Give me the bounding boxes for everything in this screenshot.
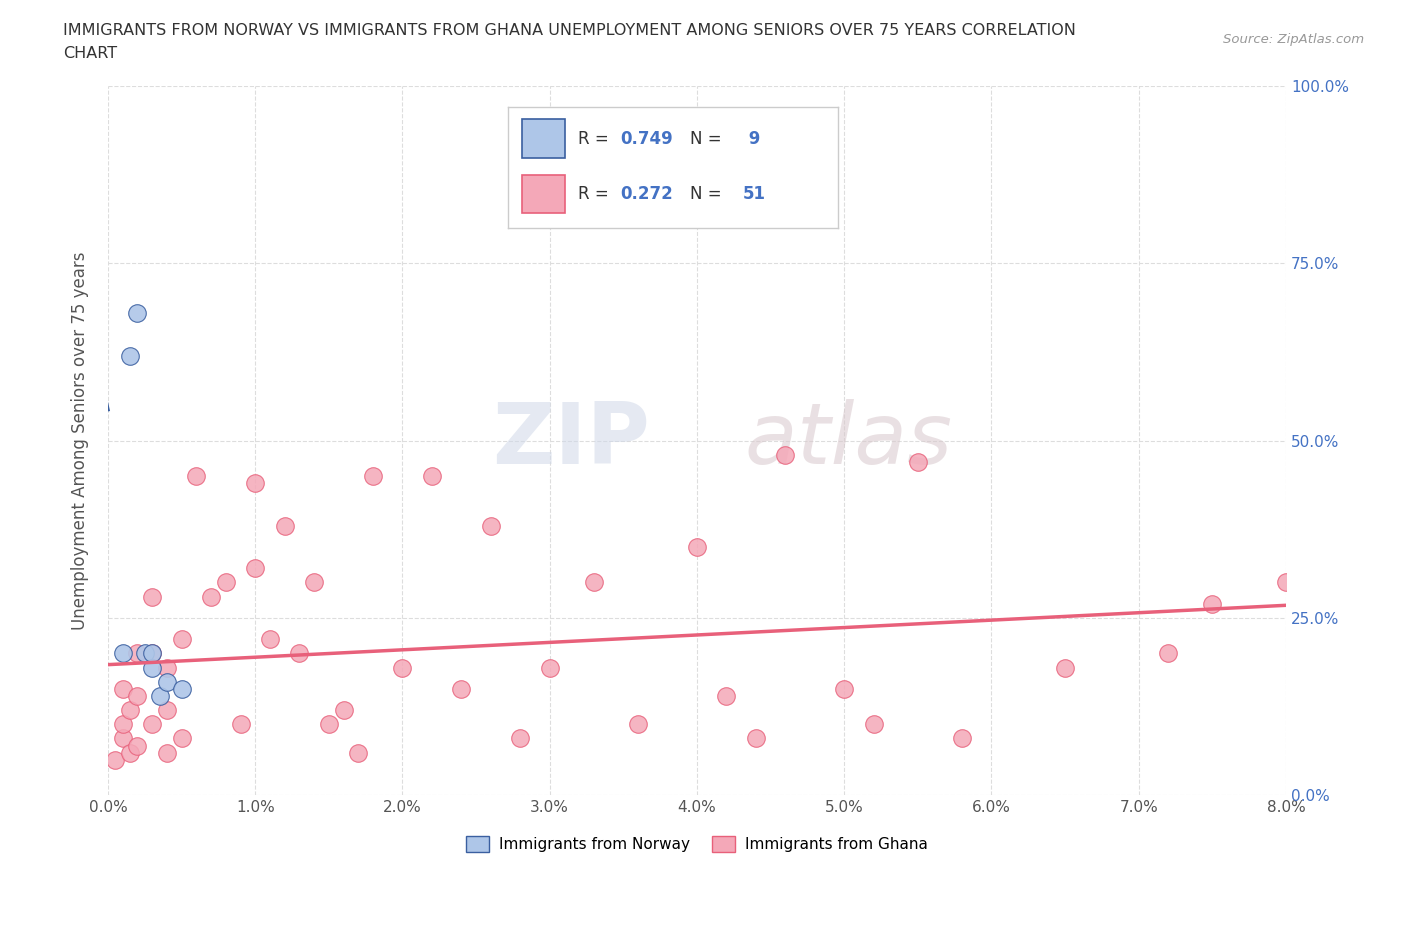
Point bbox=[245, 561, 267, 576]
Point bbox=[862, 717, 884, 732]
Point bbox=[215, 575, 238, 590]
Point bbox=[156, 703, 179, 718]
Point bbox=[1201, 596, 1223, 611]
Y-axis label: Unemployment Among Seniors over 75 years: Unemployment Among Seniors over 75 years bbox=[72, 251, 89, 630]
Point bbox=[273, 518, 295, 533]
Point bbox=[302, 575, 325, 590]
Text: CHART: CHART bbox=[63, 46, 117, 61]
Point bbox=[627, 717, 650, 732]
Point bbox=[127, 738, 149, 753]
Point bbox=[170, 631, 193, 646]
Point bbox=[775, 447, 797, 462]
Point bbox=[950, 731, 973, 746]
Point bbox=[538, 660, 561, 675]
Legend: Immigrants from Norway, Immigrants from Ghana: Immigrants from Norway, Immigrants from … bbox=[460, 830, 934, 858]
Point bbox=[229, 717, 252, 732]
Point bbox=[111, 682, 134, 697]
Point bbox=[288, 646, 311, 661]
Point bbox=[148, 688, 170, 703]
Text: atlas: atlas bbox=[744, 399, 952, 482]
Point bbox=[141, 646, 163, 661]
Point bbox=[1275, 575, 1298, 590]
Point bbox=[1054, 660, 1077, 675]
Text: ZIP: ZIP bbox=[492, 399, 650, 482]
Point bbox=[391, 660, 413, 675]
Point bbox=[186, 469, 208, 484]
Point bbox=[420, 469, 443, 484]
Point bbox=[907, 455, 929, 470]
Point bbox=[141, 660, 163, 675]
Point bbox=[318, 717, 340, 732]
Point bbox=[156, 745, 179, 760]
Point bbox=[245, 476, 267, 491]
Point bbox=[832, 682, 855, 697]
Point bbox=[127, 688, 149, 703]
Point bbox=[332, 703, 354, 718]
Point bbox=[120, 745, 142, 760]
Point bbox=[141, 590, 163, 604]
Point bbox=[686, 539, 709, 554]
Point bbox=[170, 682, 193, 697]
Point bbox=[111, 646, 134, 661]
Point bbox=[450, 682, 472, 697]
Point bbox=[259, 631, 281, 646]
Point bbox=[200, 590, 222, 604]
Point bbox=[170, 731, 193, 746]
Point bbox=[156, 674, 179, 689]
Point bbox=[716, 688, 738, 703]
Text: IMMIGRANTS FROM NORWAY VS IMMIGRANTS FROM GHANA UNEMPLOYMENT AMONG SENIORS OVER : IMMIGRANTS FROM NORWAY VS IMMIGRANTS FRO… bbox=[63, 23, 1076, 38]
Point bbox=[127, 646, 149, 661]
Point bbox=[120, 703, 142, 718]
Point bbox=[745, 731, 768, 746]
Point bbox=[509, 731, 531, 746]
Point bbox=[141, 646, 163, 661]
Point bbox=[1157, 646, 1180, 661]
Point bbox=[582, 575, 605, 590]
Point bbox=[156, 660, 179, 675]
Text: Source: ZipAtlas.com: Source: ZipAtlas.com bbox=[1223, 33, 1364, 46]
Point bbox=[120, 348, 142, 363]
Point bbox=[111, 717, 134, 732]
Point bbox=[347, 745, 370, 760]
Point bbox=[111, 731, 134, 746]
Point bbox=[479, 518, 502, 533]
Point bbox=[104, 752, 127, 767]
Point bbox=[134, 646, 156, 661]
Point bbox=[127, 306, 149, 321]
Point bbox=[141, 717, 163, 732]
Point bbox=[361, 469, 384, 484]
